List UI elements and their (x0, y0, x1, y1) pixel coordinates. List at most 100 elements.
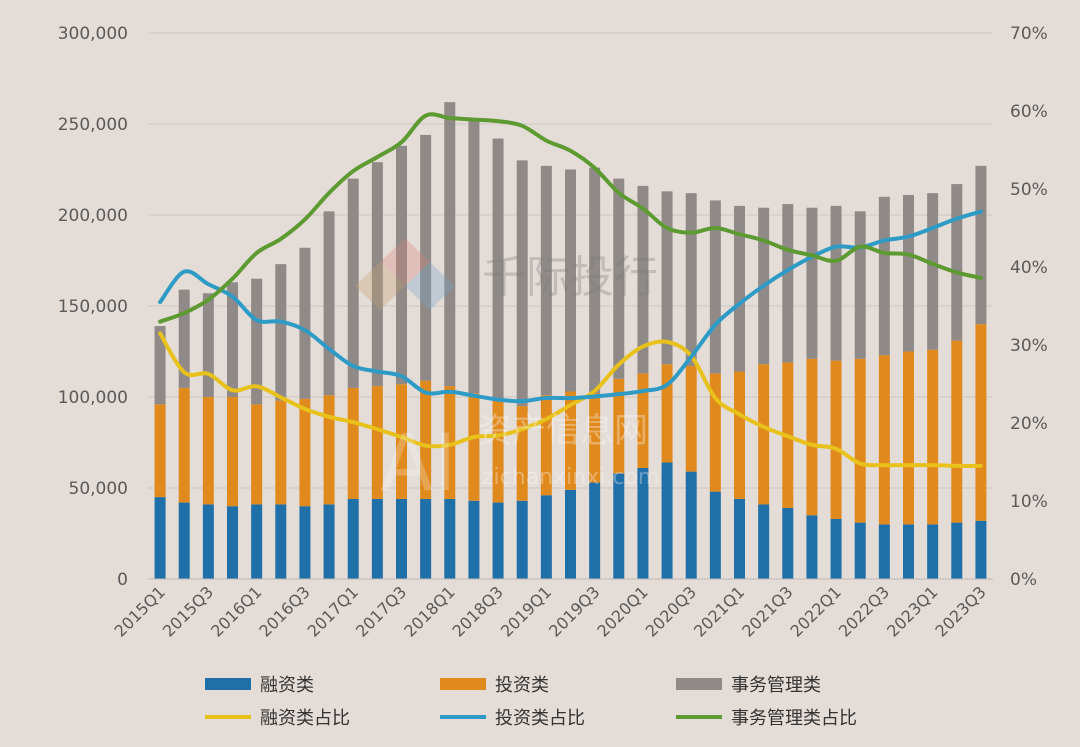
bar-affairs-2018q2 (468, 120, 480, 394)
x-tick-label-2022q3: 2022Q3 (835, 582, 893, 640)
bar-financing-2015q1 (154, 497, 166, 579)
legend-label-financing: 融资类 (260, 675, 314, 696)
bar-affairs-2021q1 (734, 205, 745, 372)
y-right-tick-label: 40% (1010, 258, 1048, 278)
legend-item-financing: 融资类 (205, 675, 314, 696)
bar-affairs-2020q3 (685, 193, 697, 367)
bar-financing-2022q3 (878, 524, 890, 579)
x-axis: 2015Q12015Q32016Q12016Q32017Q12017Q32018… (111, 578, 993, 641)
x-tick-label-2022q1: 2022Q1 (787, 582, 845, 640)
bar-investment-2021q2 (758, 364, 770, 505)
bar-financing-2018q2 (468, 500, 480, 579)
x-tick-label-2018q1: 2018Q1 (400, 582, 458, 640)
line-financing-ratio (158, 331, 983, 468)
bar-affairs-2017q2 (371, 162, 383, 387)
bar-financing-2016q3 (299, 506, 311, 579)
bar-affairs-2017q3 (396, 145, 407, 385)
y-axis-right: 0% 10% 20% 30% 40% 50% 60% 70% (1010, 24, 1048, 590)
x-tick-label-2021q1: 2021Q1 (690, 582, 748, 640)
bar-financing-2019q1 (540, 495, 552, 579)
legend-swatch-investment (440, 678, 486, 690)
bar-affairs-2019q2 (565, 169, 576, 392)
watermark: 千际投行 AI 资产信息网 zichanxinxi.com (355, 238, 659, 509)
y-right-tick-label: 20% (1010, 414, 1048, 434)
bar-financing-2015q2 (178, 502, 190, 579)
bar-affairs-2018q4 (516, 160, 528, 407)
bar-affairs-2019q3 (589, 167, 601, 394)
bar-investment-2015q1 (154, 404, 166, 498)
bar-financing-2021q1 (734, 498, 745, 579)
legend-item-affairs: 事务管理类 (676, 675, 821, 696)
bar-investment-2018q2 (468, 393, 480, 501)
y-right-tick-label: 50% (1010, 180, 1048, 200)
bar-financing-2022q1 (830, 518, 842, 579)
bar-financing-2023q2 (951, 522, 963, 579)
x-tick-label-2019q1: 2019Q1 (497, 582, 555, 640)
bar-investment-2020q3 (685, 366, 697, 472)
bar-affairs-2017q4 (420, 134, 432, 381)
x-tick-label-2016q1: 2016Q1 (207, 582, 265, 640)
bar-financing-2019q4 (613, 473, 625, 579)
bar-financing-2021q2 (758, 504, 770, 579)
y-axis-left: 0 50,000 100,000 150,000 200,000 250,000 300,0… (58, 24, 128, 590)
bar-investment-2017q2 (371, 386, 383, 499)
bar-investment-2016q3 (299, 398, 311, 507)
x-tick-label-2023q1: 2023Q1 (883, 582, 941, 640)
bar-financing-2017q3 (396, 498, 407, 579)
bar-financing-2022q4 (903, 524, 914, 579)
bar-layer (154, 102, 987, 579)
bar-investment-2018q4 (516, 406, 528, 501)
legend-label-affairs-ratio: 事务管理类占比 (731, 708, 857, 729)
bar-investment-2016q1 (251, 404, 263, 505)
bar-affairs-2015q1 (154, 326, 166, 405)
bar-investment-2022q4 (903, 351, 914, 525)
bar-affairs-2019q1 (540, 165, 552, 396)
bar-investment-2023q2 (951, 340, 963, 523)
legend-item-investment-ratio: 投资类占比 (440, 708, 585, 729)
bar-investment-2020q2 (661, 364, 673, 463)
bar-affairs-2015q2 (178, 289, 190, 388)
bar-investment-2020q4 (709, 373, 721, 492)
bar-financing-2020q1 (637, 467, 649, 579)
x-tick-label-2020q3: 2020Q3 (642, 582, 700, 640)
bar-affairs-2023q2 (951, 184, 963, 341)
y-left-tick-label: 50,000 (69, 479, 128, 499)
x-tick-label-2023q3: 2023Q3 (931, 582, 989, 640)
bar-financing-2022q2 (854, 522, 866, 579)
bar-affairs-2016q2 (275, 264, 287, 401)
legend-label-financing-ratio: 融资类占比 (260, 708, 350, 729)
bar-investment-2018q1 (444, 386, 456, 499)
bar-financing-2021q4 (806, 515, 818, 579)
bar-investment-2023q1 (927, 349, 939, 525)
bar-affairs-2016q3 (299, 247, 311, 399)
bar-investment-2018q3 (492, 400, 504, 503)
line-layer (158, 112, 983, 468)
bar-affairs-2022q4 (903, 194, 914, 352)
bar-investment-2017q1 (347, 387, 359, 499)
bar-affairs-2017q1 (347, 178, 359, 388)
bar-financing-2020q2 (661, 462, 673, 579)
bar-affairs-2020q1 (637, 185, 649, 374)
y-left-tick-label: 200,000 (58, 206, 128, 226)
bar-affairs-2018q1 (444, 102, 456, 387)
legend-swatch-financing (205, 678, 251, 690)
bar-affairs-2020q4 (709, 200, 721, 374)
bar-financing-2023q3 (975, 520, 987, 579)
x-tick-label-2016q3: 2016Q3 (255, 582, 313, 640)
bar-financing-2016q1 (251, 504, 263, 579)
bar-affairs-2022q3 (878, 196, 890, 356)
line-affairs-ratio (158, 112, 983, 324)
y-left-tick-label: 0 (117, 570, 128, 590)
x-tick-label-2017q3: 2017Q3 (352, 582, 410, 640)
bar-affairs-2016q4 (323, 211, 335, 396)
bar-investment-2021q4 (806, 358, 818, 516)
bar-affairs-2023q1 (927, 193, 939, 350)
watermark-brand: 千际投行 (482, 252, 658, 303)
bar-financing-2023q1 (927, 524, 939, 579)
bar-investment-2019q3 (589, 393, 601, 483)
bar-investment-2022q1 (830, 360, 842, 519)
y-left-tick-label: 300,000 (58, 24, 128, 44)
bar-financing-2016q2 (275, 504, 287, 579)
bar-investment-2021q1 (734, 371, 745, 499)
bar-financing-2018q1 (444, 498, 456, 579)
